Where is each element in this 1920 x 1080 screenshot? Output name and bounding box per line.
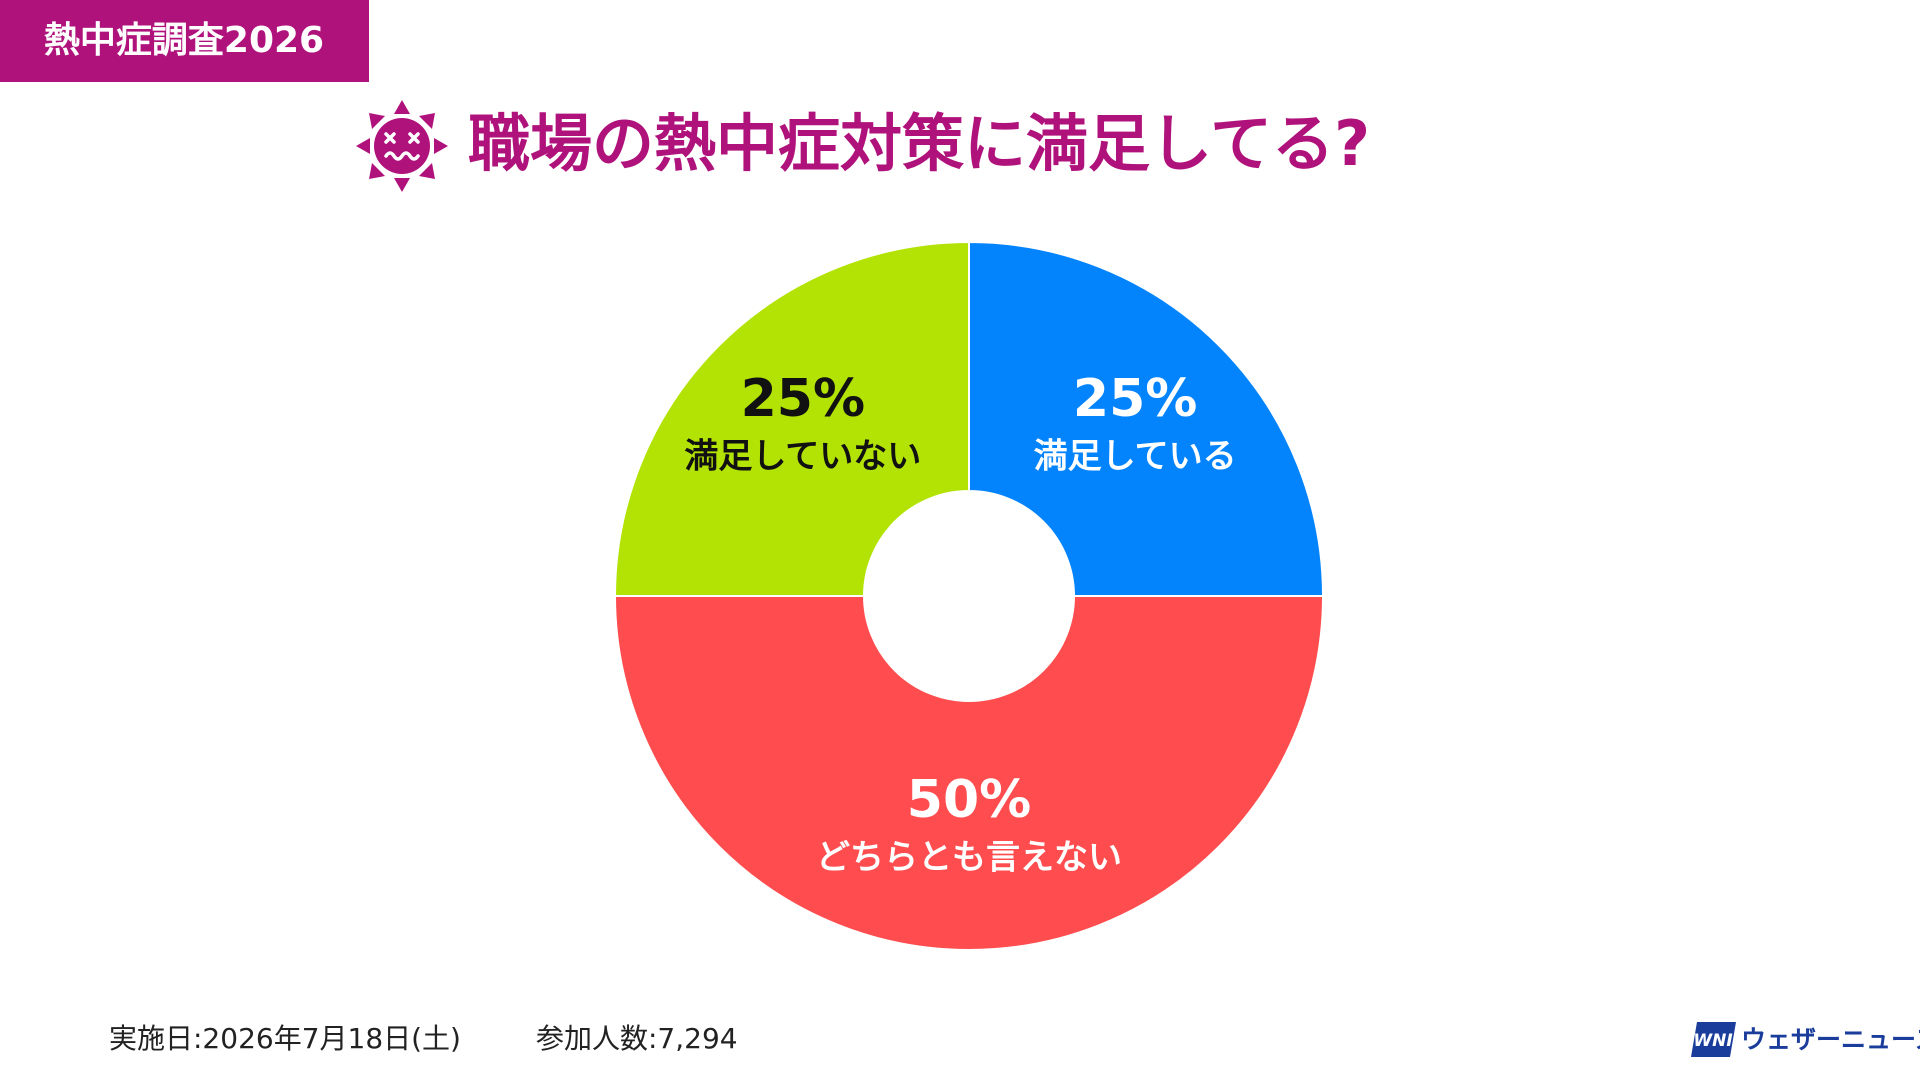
logo-text: ウェザーニュース xyxy=(1741,1025,1920,1054)
slice xyxy=(613,595,1325,951)
footer-count: 参加人数:7,294 xyxy=(536,1022,738,1055)
pie: 25% 満足している 50% どちらとも言えない 25% 満足していない xyxy=(613,240,1325,951)
title-icon xyxy=(356,100,448,192)
slice-label: 満足している xyxy=(1034,436,1237,476)
value-label: 25% xyxy=(1073,369,1197,429)
chart-title: 職場の熱中症対策に満足してる? xyxy=(468,107,1370,180)
value-label: 50% xyxy=(907,770,1031,830)
slice-label: どちらとも言えない xyxy=(816,838,1122,878)
slice xyxy=(968,240,1325,597)
slice-label: 満足していない xyxy=(684,436,921,476)
footer-date: 実施日:2026年7月18日(土) xyxy=(109,1022,461,1055)
logo-mark: WNI xyxy=(1693,1031,1732,1051)
tag: 熱中症調査2026 xyxy=(44,20,324,61)
slice xyxy=(613,240,970,597)
logo-box xyxy=(1691,1022,1736,1057)
tag-box xyxy=(0,0,369,82)
logo: WNI ウェザーニュース xyxy=(1691,1022,1920,1057)
value-label: 25% xyxy=(741,369,865,429)
